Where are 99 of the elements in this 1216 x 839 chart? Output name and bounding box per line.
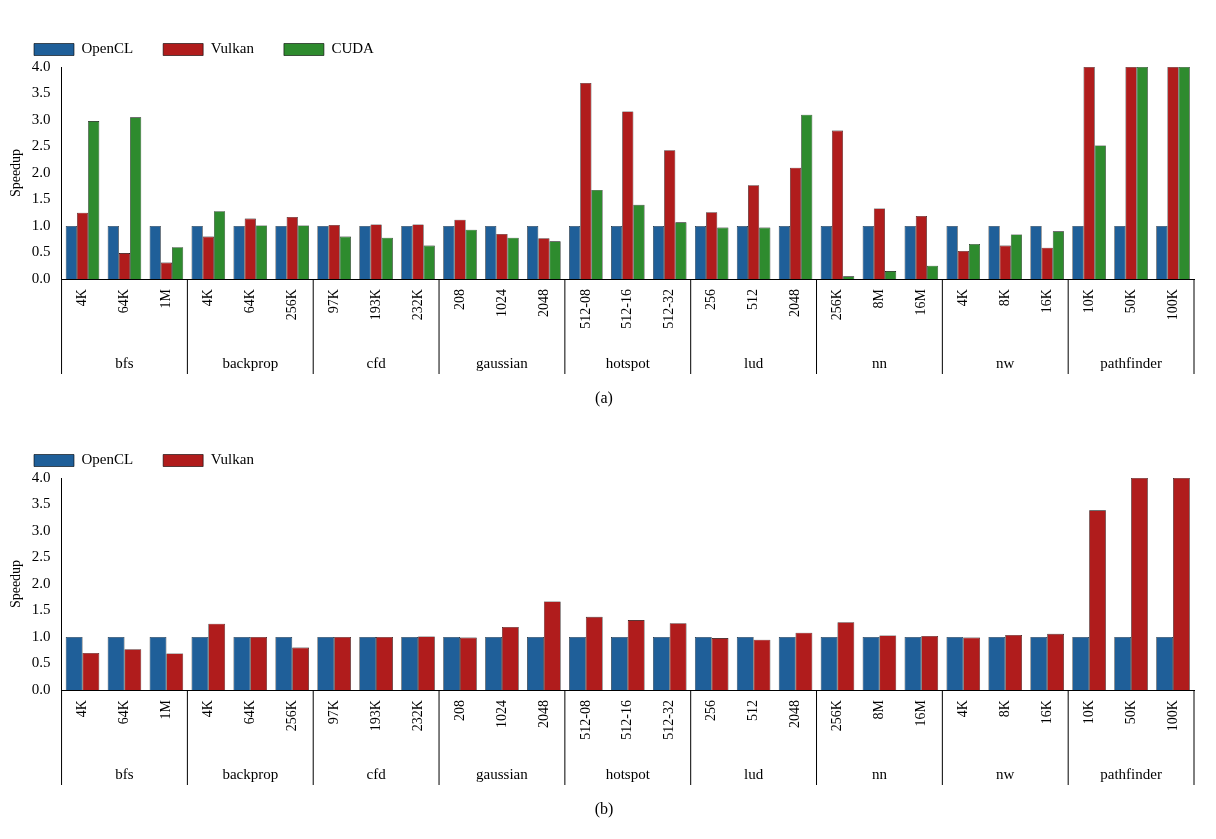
text: bfs: [115, 354, 134, 371]
x-tick-label: 512-16: [619, 700, 635, 740]
x-tick-label: 8K: [996, 289, 1012, 307]
x-tick-label: 64K: [241, 289, 257, 314]
x-tick-label: 8K: [996, 700, 1012, 718]
legend-label: Vulkan: [210, 40, 255, 57]
x-tick-label: 16M: [913, 288, 929, 316]
y-tick-label: 3.5: [31, 495, 51, 512]
x-tick-label: 97K: [325, 289, 341, 314]
x-tick-label: 256: [703, 700, 719, 721]
text: backprop: [222, 765, 279, 782]
x-tick-label: 193K: [367, 700, 383, 732]
x-tick-label: 1024: [493, 289, 509, 317]
y-tick-label: 4.0: [31, 468, 51, 485]
y-tick-label: 3.5: [31, 84, 51, 101]
text: gaussian: [476, 765, 529, 782]
text: backprop: [222, 354, 279, 371]
x-tick-label: 4K: [74, 700, 90, 718]
x-tick-label: 1M: [158, 288, 174, 309]
x-tick-label: 256K: [283, 700, 299, 732]
text: hotspot: [605, 765, 651, 782]
x-tick-label: 256K: [283, 289, 299, 321]
legend-label: Vulkan: [210, 451, 255, 468]
text: gaussian: [476, 354, 529, 371]
x-tick-label: 4K: [200, 289, 216, 307]
x-tick-label: 208: [451, 289, 467, 310]
y-tick-label: 4.0: [31, 57, 51, 74]
x-tick-label: 4K: [200, 700, 216, 718]
text: cfd: [366, 765, 387, 782]
x-tick-label: 97K: [325, 700, 341, 725]
legend-label: OpenCL: [81, 40, 134, 57]
text: lud: [744, 765, 764, 782]
x-tick-label: 2048: [535, 289, 551, 317]
x-tick-label: 512-08: [577, 700, 593, 740]
x-tick-label: 10K: [1080, 700, 1096, 725]
y-tick-label: 2.5: [31, 137, 51, 154]
y-tick-label: 1.0: [31, 216, 51, 233]
x-tick-label: 512-32: [661, 700, 677, 740]
x-tick-label: 1M: [158, 699, 174, 720]
x-tick-label: 16M: [913, 699, 929, 727]
y-tick-label: 1.5: [31, 190, 51, 207]
y-tick-label: 2.0: [31, 163, 51, 180]
text: pathfinder: [1100, 354, 1162, 371]
text: nw: [996, 354, 1015, 371]
x-tick-label: 10K: [1080, 289, 1096, 314]
x-tick-label: 512-16: [619, 289, 635, 329]
x-tick-label: 208: [451, 700, 467, 721]
x-tick-label: 1024: [493, 700, 509, 728]
text: lud: [744, 354, 764, 371]
legend-label: CUDA: [331, 40, 375, 57]
x-tick-label: 256: [703, 289, 719, 310]
text: cfd: [366, 354, 387, 371]
y-tick-label: 2.5: [31, 548, 51, 565]
text: (b): [593, 800, 615, 820]
x-tick-label: 8M: [871, 699, 887, 720]
y-tick-label: 0.5: [31, 243, 51, 260]
x-tick-label: 512: [745, 700, 761, 721]
y-tick-label: 1.5: [31, 601, 51, 618]
x-tick-label: 193K: [367, 289, 383, 321]
x-tick-label: 232K: [409, 700, 425, 732]
x-tick-label: 256K: [829, 700, 845, 732]
x-tick-label: 64K: [241, 700, 257, 725]
x-tick-label: 2048: [787, 700, 803, 728]
x-tick-label: 8M: [871, 288, 887, 309]
x-tick-label: 64K: [116, 700, 132, 725]
x-tick-label: 2048: [787, 289, 803, 317]
text: nn: [871, 354, 888, 371]
x-tick-label: 232K: [409, 289, 425, 321]
text: hotspot: [605, 354, 651, 371]
y-tick-label: 3.0: [31, 521, 51, 538]
y-tick-label: 0.5: [31, 654, 51, 671]
text: nn: [871, 765, 888, 782]
x-tick-label: 2048: [535, 700, 551, 728]
x-tick-label: 100K: [1164, 700, 1180, 732]
y-tick-label: 0.0: [31, 269, 51, 286]
x-tick-label: 512: [745, 289, 761, 310]
x-tick-label: 4K: [954, 700, 970, 718]
y-tick-label: 1.0: [31, 627, 51, 644]
x-tick-label: 4K: [954, 289, 970, 307]
x-tick-label: 4K: [74, 289, 90, 307]
legend-label: OpenCL: [81, 451, 134, 468]
text: pathfinder: [1100, 765, 1162, 782]
x-tick-label: 512-32: [661, 289, 677, 329]
text: (a): [594, 389, 614, 409]
x-tick-label: 16K: [1038, 289, 1054, 314]
y-tick-label: 0.0: [31, 680, 51, 697]
x-tick-label: 16K: [1038, 700, 1054, 725]
y-tick-label: 3.0: [31, 110, 51, 127]
x-tick-label: 50K: [1122, 700, 1138, 725]
x-tick-label: 64K: [116, 289, 132, 314]
y-axis-title: Speedup: [8, 559, 24, 609]
y-axis-title: Speedup: [8, 148, 24, 198]
text: bfs: [115, 765, 134, 782]
x-tick-label: 512-08: [577, 289, 593, 329]
x-tick-label: 256K: [829, 289, 845, 321]
x-tick-label: 50K: [1122, 289, 1138, 314]
y-tick-label: 2.0: [31, 574, 51, 591]
x-tick-label: 100K: [1164, 289, 1180, 321]
text: nw: [996, 765, 1015, 782]
